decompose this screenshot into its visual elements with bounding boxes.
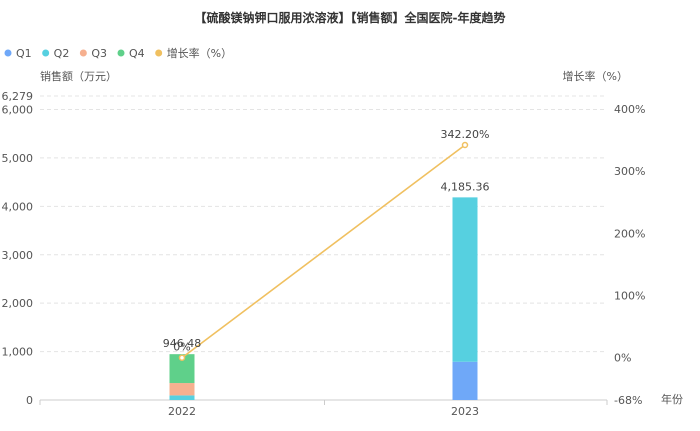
y2-tick-label-4: 300% (614, 165, 645, 178)
bar-q3-2022 (169, 383, 195, 396)
growth-label-2022: 0% (173, 341, 190, 354)
x-tick-label-0: 2022 (168, 405, 196, 418)
y-tick-label-3: 3,000 (2, 249, 34, 262)
chart-title: 【硫酸镁钠钾口服用浓溶液】【销售额】全国医院-年度趋势 (195, 10, 506, 25)
total-label-2023: 4,185.36 (441, 180, 490, 193)
y-tick-label-6: 6,000 (2, 104, 34, 117)
bar-q2-2023 (452, 197, 478, 362)
x-tick-label-1: 2023 (451, 405, 479, 418)
data-labels: 946.48 4,185.36 0% 342.20% (163, 128, 490, 354)
legend-label-2: Q3 (91, 47, 107, 60)
y-tick-label-7: 6,279 (2, 90, 34, 103)
legend-marker-1 (42, 49, 50, 57)
legend-marker-0 (4, 49, 12, 57)
y-axis-label: 销售额（万元） (40, 69, 117, 83)
legend-label-4: 增长率（%） (167, 46, 232, 60)
growth-point-2022 (178, 354, 186, 361)
x-axis-label: 年份 (661, 392, 683, 406)
growth-point-2023 (461, 141, 469, 149)
bar-marks (169, 197, 478, 400)
y2-tick-label-5: 400% (614, 103, 645, 116)
y2-tick-label-3: 200% (614, 227, 645, 240)
total-label-2022: 946.48 (163, 337, 202, 350)
y-tick-label-0: 0 (26, 394, 33, 407)
growth-label-2023: 342.20% (441, 128, 490, 141)
bar-q1-2023 (452, 361, 478, 400)
y-tick-label-2: 2,000 (2, 297, 34, 310)
chart-legend: Q1 Q2 Q3 Q4 增长率（%） (4, 46, 232, 60)
y2-tick-label-2: 100% (614, 290, 645, 303)
legend-marker-3 (117, 49, 125, 57)
y-tick-label-1: 1,000 (2, 346, 34, 359)
growth-line (178, 141, 469, 361)
legend-label-3: Q4 (129, 47, 145, 60)
legend-marker-2 (79, 49, 87, 57)
y2-tick-label-1: 0% (614, 352, 631, 365)
legend-label-1: Q2 (54, 47, 70, 60)
y-tick-label-4: 4,000 (2, 200, 34, 213)
y-tick-label-5: 5,000 (2, 152, 34, 165)
legend-label-0: Q1 (16, 47, 32, 60)
y2-tick-label-0: -68% (614, 394, 642, 407)
growth-line-path (181, 144, 466, 359)
legend-marker-4 (155, 49, 163, 57)
y2-axis-label: 增长率（%） (563, 69, 628, 83)
bar-q2-2022 (169, 395, 195, 400)
grid-lines (40, 95, 607, 353)
